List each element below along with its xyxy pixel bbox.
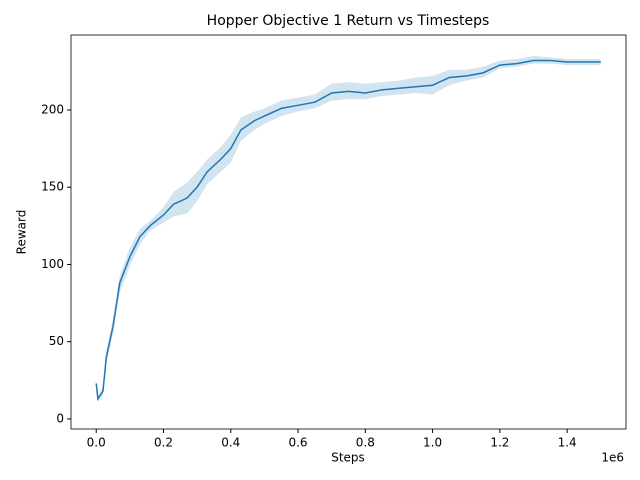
x-tick-label: 1.0 <box>423 436 442 450</box>
y-tick-label: 200 <box>41 102 64 116</box>
x-tick-label: 0.0 <box>87 436 106 450</box>
x-tick-label: 0.2 <box>154 436 173 450</box>
line <box>95 59 601 402</box>
x-tick-label: 0.8 <box>356 436 375 450</box>
x-tick-label: 0.4 <box>221 436 240 450</box>
x-offset-label: 1e6 <box>601 451 624 465</box>
x-tick-label: 1.4 <box>558 436 577 450</box>
plot-frame <box>70 34 627 430</box>
x-axis-label: Steps <box>331 451 365 465</box>
y-tick-label: 0 <box>56 411 64 425</box>
x-tick-label: 1.2 <box>490 436 509 450</box>
y-tick-label: 100 <box>41 257 64 271</box>
chart-title: Hopper Objective 1 Return vs Timesteps <box>207 13 490 29</box>
y-tick-label: 150 <box>41 180 64 194</box>
y-tick-label: 50 <box>49 334 64 348</box>
y-axis-label: Reward <box>15 210 29 255</box>
x-tick-label: 0.6 <box>288 436 307 450</box>
